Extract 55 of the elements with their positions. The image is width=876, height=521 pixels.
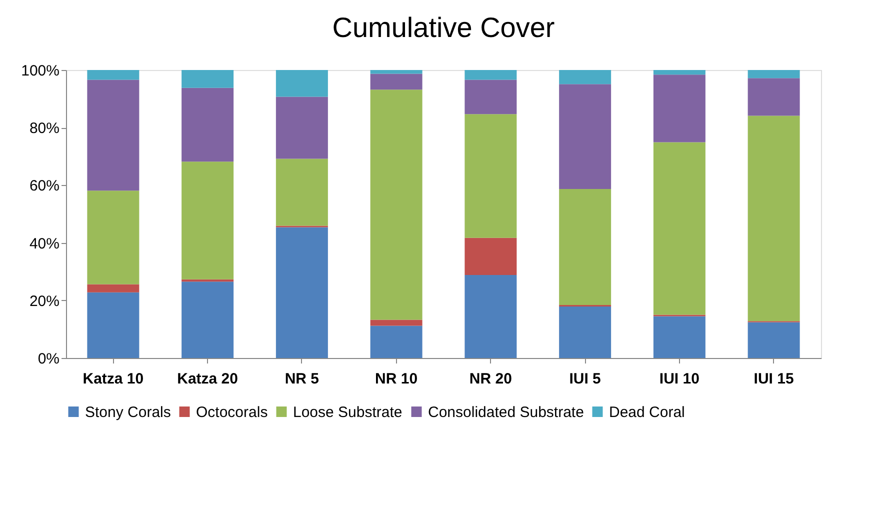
bar: [559, 188, 612, 306]
bar: [87, 284, 140, 292]
bar: [464, 70, 517, 80]
x-tick-label: IUI 15: [754, 370, 794, 388]
bar: [276, 158, 328, 226]
bar: [87, 70, 140, 80]
x-tick-label: Katza 10: [82, 370, 144, 388]
bar: [559, 70, 612, 84]
bar: [87, 292, 140, 358]
x-tick-label: NR 20: [469, 370, 512, 388]
x-tick-label: NR 10: [375, 370, 418, 388]
bar: [464, 80, 517, 114]
y-tick-label: 20%: [29, 292, 60, 310]
bar: [748, 116, 800, 322]
x-tick-label: Katza 20: [177, 370, 238, 388]
bar: [559, 84, 612, 189]
y-tick-label: 0%: [38, 350, 60, 368]
bar: [653, 70, 706, 75]
bar: [87, 80, 140, 191]
legend-label: Consolidated Substrate: [428, 404, 584, 421]
bar: [182, 162, 234, 280]
bar: [370, 326, 422, 358]
bar: [182, 70, 234, 88]
bar: [464, 114, 517, 238]
bar: [87, 190, 140, 284]
x-tick-label: IUI 10: [659, 370, 700, 388]
legend-label: Loose Substrate: [293, 404, 402, 421]
bar: [748, 70, 800, 78]
bar: [276, 70, 328, 97]
bar: [748, 78, 800, 116]
bar: [559, 306, 612, 358]
bar: [370, 70, 422, 74]
bar: [370, 90, 422, 320]
bar: [182, 88, 234, 162]
x-tick-label: IUI 5: [569, 370, 601, 388]
y-tick-label: 80%: [29, 120, 60, 138]
legend-label: Stony Corals: [85, 404, 171, 421]
bar: [182, 282, 234, 358]
bar: [653, 142, 706, 315]
y-tick-label: 40%: [29, 235, 60, 252]
legend-label: Dead Coral: [609, 404, 685, 421]
bar: [276, 96, 328, 159]
bar: [653, 74, 706, 142]
y-tick-label: 100%: [21, 62, 60, 80]
bar: [653, 316, 706, 358]
bar: [748, 322, 800, 358]
y-tick-label: 60%: [29, 178, 60, 195]
bar: [464, 238, 517, 276]
bar: [370, 74, 422, 90]
bar: [370, 320, 422, 326]
bar: [276, 227, 328, 358]
bar: [464, 275, 517, 358]
legend-label: Octocorals: [196, 404, 268, 421]
x-tick-label: NR 5: [284, 370, 320, 388]
chart-title: Cumulative Cover: [332, 12, 555, 43]
